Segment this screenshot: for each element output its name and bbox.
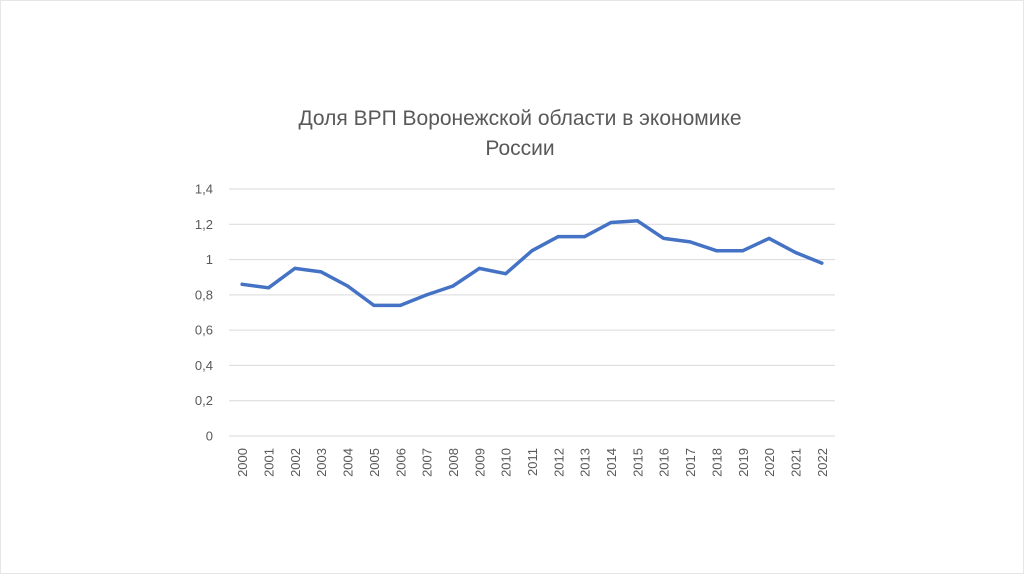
data-point (398, 303, 402, 308)
data-point (266, 286, 271, 290)
x-axis-tick-labels: 2000 2001 2002 2003 2004 2005 2006 2007 2008 2009… (235, 448, 830, 477)
data-point (583, 235, 587, 239)
x-tick-label: 2010 (499, 448, 514, 477)
x-tick-label: 2018 (709, 448, 724, 477)
x-tick-label: 2011 (525, 448, 540, 476)
x-tick-label: 2015 (630, 448, 645, 477)
data-point (425, 293, 429, 297)
grid-layer (229, 188, 835, 437)
x-tick-label: 2012 (551, 448, 566, 477)
x-tick-label: 2014 (604, 448, 619, 477)
x-tick-label: 2007 (420, 448, 435, 477)
data-point (556, 235, 560, 239)
series-layer (240, 219, 824, 308)
x-tick-label: 2009 (472, 448, 487, 477)
y-tick-label: 0,6 (195, 323, 213, 338)
y-tick-label: 1,2 (195, 217, 213, 232)
y-tick-label: 0,2 (195, 393, 213, 408)
data-point (372, 303, 376, 308)
y-tick-label: 0,8 (195, 287, 213, 302)
x-tick-label: 2006 (393, 448, 408, 477)
data-point (319, 270, 323, 274)
data-point (820, 261, 824, 265)
x-tick-label: 2003 (314, 448, 329, 477)
x-tick-label: 2008 (446, 448, 461, 477)
x-tick-label: 2001 (262, 448, 277, 477)
data-point (662, 236, 666, 240)
data-point (714, 249, 719, 253)
y-tick-label: 1 (206, 252, 213, 267)
x-tick-label: 2013 (578, 448, 593, 477)
data-point (451, 284, 455, 288)
x-tick-label: 2004 (341, 448, 356, 477)
series-line (240, 219, 824, 308)
data-point (293, 266, 297, 270)
x-tick-label: 2000 (235, 448, 250, 477)
data-point (688, 240, 692, 244)
x-tick-label: 2005 (367, 448, 382, 477)
x-tick-label: 2019 (736, 448, 751, 477)
data-point (635, 219, 639, 223)
x-tick-label: 2002 (288, 448, 303, 477)
x-tick-label: 2020 (762, 448, 777, 477)
y-tick-label: 0 (206, 429, 213, 444)
chart-title: Доля ВРП Воронежской области в экономике… (298, 107, 742, 160)
x-tick-label: 2022 (815, 448, 830, 477)
y-axis-tick-labels: 0 0,2 0,4 0,6 0,8 1 1,2 1,4 (195, 182, 213, 444)
y-tick-label: 0,4 (195, 358, 213, 373)
x-tick-label: 2021 (788, 448, 803, 477)
data-point (609, 220, 613, 225)
data-point (741, 249, 745, 253)
y-tick-label: 1,4 (195, 182, 213, 197)
data-point (767, 236, 771, 240)
data-point (345, 284, 350, 288)
x-tick-label: 2016 (657, 448, 672, 477)
data-point (530, 249, 534, 253)
data-point (504, 272, 508, 276)
data-point (793, 250, 798, 255)
data-point (240, 282, 244, 286)
x-tick-label: 2017 (683, 448, 698, 477)
data-point (477, 266, 481, 270)
